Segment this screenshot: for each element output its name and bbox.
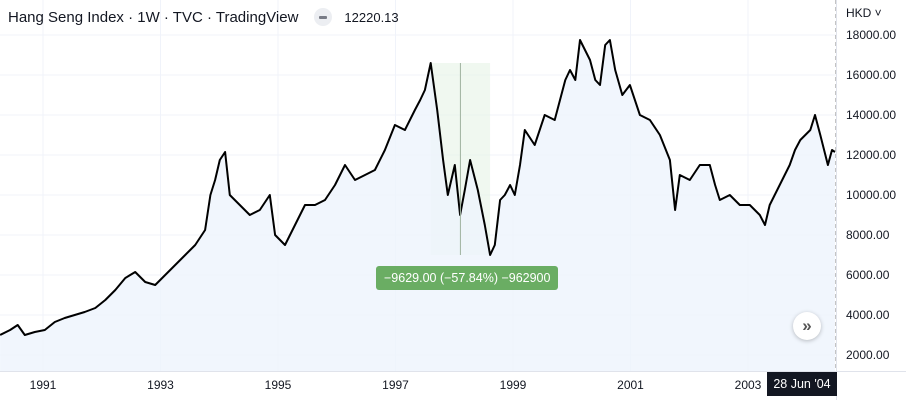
currency-selector[interactable]: HKD ˅: [846, 6, 882, 20]
currency-label: HKD: [846, 6, 872, 20]
x-tick-label: 1999: [500, 378, 527, 392]
chevron-down-icon: ˅: [871, 6, 882, 20]
x-tick-label: 2003: [735, 378, 762, 392]
x-tick-label: 1993: [147, 378, 174, 392]
crosshair-date-badge: 28 Jun '04: [767, 372, 837, 396]
price-line: [0, 39, 836, 336]
collapse-icon[interactable]: [314, 8, 333, 26]
y-tick-label: 16000.00: [846, 68, 896, 82]
y-tick-label: 4000.00: [846, 308, 890, 322]
x-tick-label: 1995: [265, 378, 292, 392]
y-tick-label: 10000.00: [846, 188, 896, 202]
symbol-title[interactable]: Hang Seng Index · 1W · TVC · TradingView: [8, 8, 299, 26]
last-price: 12220.13: [344, 9, 399, 25]
chart-legend: Hang Seng Index · 1W · TVC · TradingView…: [8, 8, 399, 26]
scroll-to-realtime-button[interactable]: »: [793, 312, 821, 340]
y-tick-label: 6000.00: [846, 268, 890, 282]
y-tick-label: 8000.00: [846, 228, 890, 242]
x-tick-label: 1997: [382, 378, 409, 392]
price-area-fill: [0, 40, 836, 371]
double-chevron-right-icon: »: [802, 316, 812, 335]
measure-label: −9629.00 (−57.84%) −962900: [376, 266, 559, 290]
x-tick-label: 1991: [30, 378, 57, 392]
y-tick-label: 2000.00: [846, 348, 890, 362]
y-tick-label: 12000.00: [846, 148, 896, 162]
y-tick-label: 18000.00: [846, 28, 896, 42]
x-tick-label: 2001: [617, 378, 644, 392]
y-tick-label: 14000.00: [846, 108, 896, 122]
